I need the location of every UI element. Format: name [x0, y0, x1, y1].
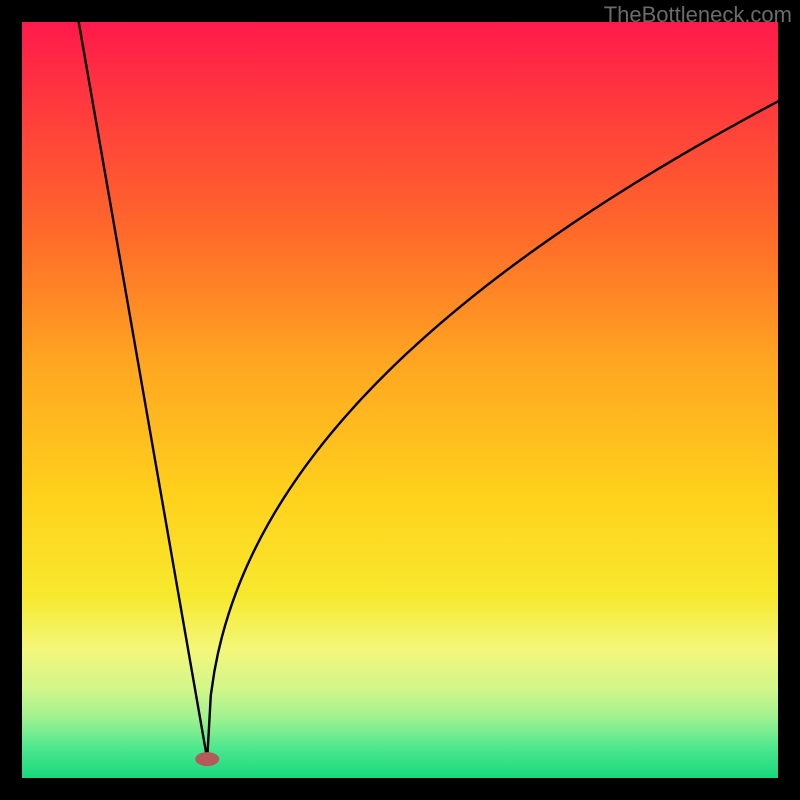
chart-container: TheBottleneck.com: [0, 0, 800, 800]
bottleneck-chart: [0, 0, 800, 800]
watermark-text: TheBottleneck.com: [604, 2, 792, 28]
plot-background: [22, 22, 778, 778]
optimal-point-marker: [195, 752, 219, 766]
